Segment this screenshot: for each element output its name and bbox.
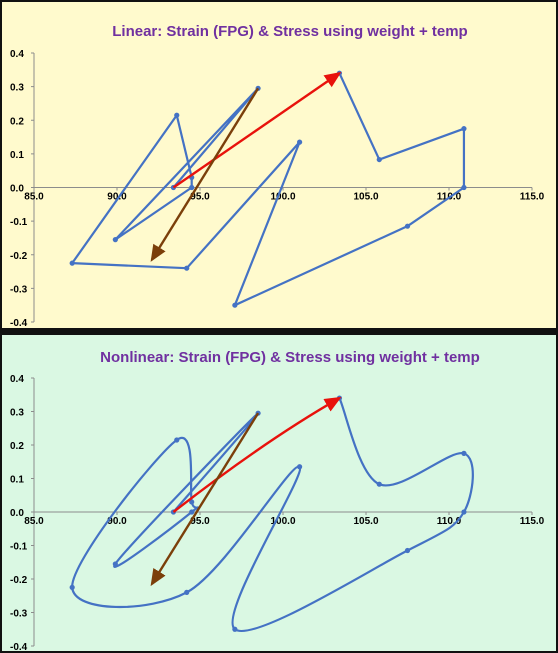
series-line bbox=[71, 72, 466, 307]
x-tick-label: 115.0 bbox=[520, 192, 545, 203]
data-point bbox=[69, 260, 75, 266]
red-arrow bbox=[172, 71, 342, 189]
chart-title: Nonlinear: Strain (FPG) & Stress using w… bbox=[100, 349, 480, 366]
y-tick-label: 0.0 bbox=[10, 508, 24, 519]
y-tick-label: 0.3 bbox=[10, 408, 24, 419]
x-tick-label: 105.0 bbox=[353, 516, 378, 527]
data-point bbox=[232, 302, 238, 308]
brown-arrow bbox=[150, 87, 260, 262]
data-point bbox=[461, 509, 467, 515]
data-point bbox=[232, 626, 238, 632]
x-tick-label: 90.0 bbox=[107, 516, 127, 527]
data-point bbox=[297, 139, 303, 145]
data-point bbox=[69, 584, 75, 590]
data-point bbox=[404, 223, 411, 229]
data-point bbox=[461, 126, 467, 132]
x-tick-label: 100.0 bbox=[270, 516, 295, 527]
data-point bbox=[461, 450, 467, 456]
nonlinear-chart: Nonlinear: Strain (FPG) & Stress using w… bbox=[10, 349, 545, 651]
y-tick-label: 0.0 bbox=[10, 184, 24, 195]
x-tick-label: 100.0 bbox=[270, 192, 295, 203]
panel-divider bbox=[0, 329, 558, 334]
y-tick-label: -0.3 bbox=[10, 609, 28, 620]
x-tick-label: 85.0 bbox=[24, 192, 44, 203]
y-tick-label: 0.1 bbox=[10, 150, 24, 161]
y-tick-label: 0.3 bbox=[10, 83, 24, 94]
data-point bbox=[189, 509, 195, 515]
brown-arrow bbox=[150, 412, 260, 587]
data-point bbox=[376, 481, 382, 487]
y-tick-label: -0.4 bbox=[10, 318, 28, 328]
x-tick-label: 95.0 bbox=[190, 516, 210, 527]
data-point bbox=[112, 561, 118, 567]
data-point bbox=[184, 589, 190, 595]
y-tick-label: -0.1 bbox=[10, 542, 28, 553]
data-point bbox=[112, 237, 118, 243]
linear-chart: Linear: Strain (FPG) & Stress using weig… bbox=[10, 23, 545, 328]
y-tick-label: -0.2 bbox=[10, 251, 28, 262]
series-line bbox=[71, 397, 474, 633]
y-tick-label: 0.4 bbox=[10, 49, 24, 60]
data-point bbox=[174, 112, 180, 118]
chart-title: Linear: Strain (FPG) & Stress using weig… bbox=[112, 23, 467, 40]
data-point bbox=[376, 156, 382, 163]
y-tick-label: 0.1 bbox=[10, 475, 24, 486]
data-point bbox=[404, 547, 411, 554]
x-tick-label: 110.0 bbox=[437, 516, 462, 527]
data-point bbox=[461, 184, 467, 191]
x-tick-label: 85.0 bbox=[24, 516, 44, 527]
data-point bbox=[174, 437, 180, 443]
red-arrow bbox=[172, 396, 342, 513]
y-tick-label: -0.1 bbox=[10, 217, 28, 228]
y-tick-label: 0.4 bbox=[10, 374, 24, 385]
x-tick-label: 115.0 bbox=[520, 516, 545, 527]
data-point bbox=[189, 499, 195, 505]
nonlinear-chart-panel: Nonlinear: Strain (FPG) & Stress using w… bbox=[0, 333, 558, 653]
y-tick-label: 0.2 bbox=[10, 441, 24, 452]
y-tick-label: -0.2 bbox=[10, 575, 28, 586]
data-point bbox=[297, 464, 303, 470]
y-tick-label: -0.4 bbox=[10, 642, 28, 651]
x-tick-label: 90.0 bbox=[107, 192, 127, 203]
y-tick-label: 0.2 bbox=[10, 116, 24, 127]
data-point bbox=[184, 265, 190, 271]
x-tick-label: 105.0 bbox=[353, 192, 378, 203]
linear-chart-panel: Linear: Strain (FPG) & Stress using weig… bbox=[0, 0, 558, 330]
x-tick-label: 95.0 bbox=[190, 192, 210, 203]
data-point bbox=[189, 184, 195, 191]
y-tick-label: -0.3 bbox=[10, 284, 28, 295]
